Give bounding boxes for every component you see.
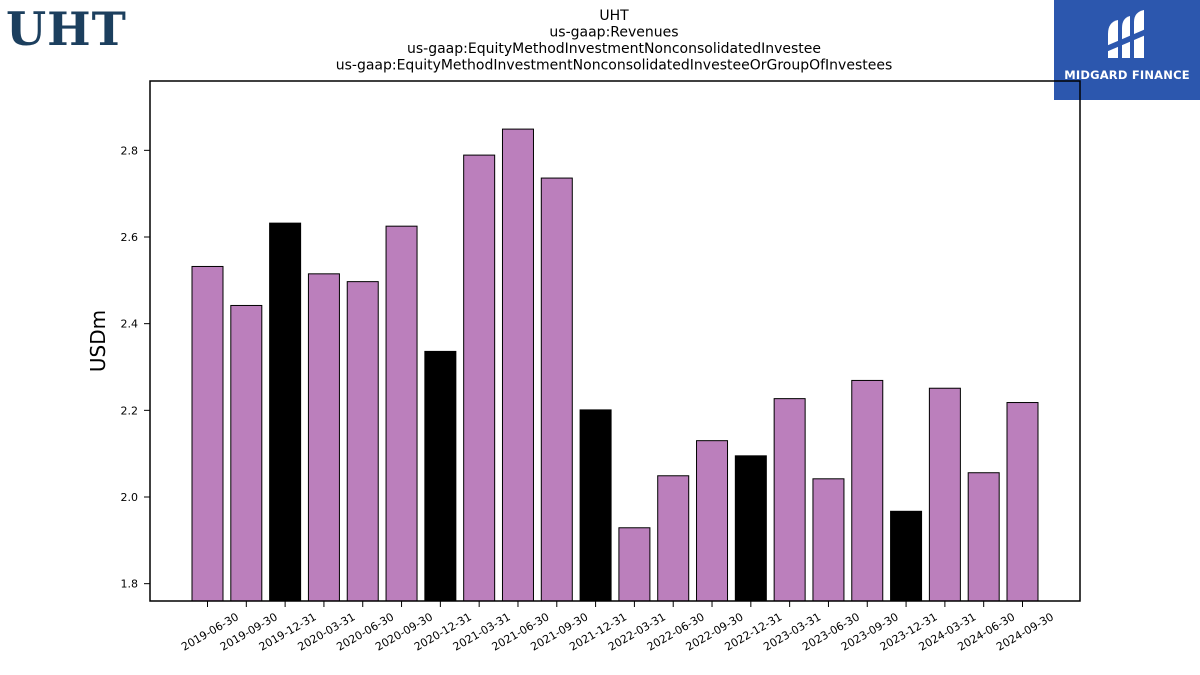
y-tick-label: 1.8: [121, 578, 139, 591]
title-line: us-gaap:EquityMethodInvestmentNonconsoli…: [407, 41, 821, 57]
x-axis-ticks: 2019-06-302019-09-302019-12-312020-03-31…: [179, 601, 1056, 654]
logo-text: MIDGARD FINANCE: [1064, 68, 1190, 82]
bar-2019-09-30: [230, 304, 263, 602]
bar-2023-06-30: [812, 478, 845, 602]
bar-2019-06-30: [191, 265, 224, 602]
plot-frame: [149, 80, 1081, 602]
bar-2019-12-31: [269, 222, 302, 602]
bar-2021-09-30: [540, 177, 573, 602]
title-line: us-gaap:Revenues: [549, 25, 678, 41]
y-tick-label: 2.0: [121, 491, 139, 504]
bar-2022-03-31: [618, 527, 651, 602]
bar-2021-12-31: [579, 409, 612, 602]
y-tick-label: 2.8: [121, 144, 139, 157]
bars: [191, 128, 1039, 602]
bar-2023-09-30: [851, 379, 884, 602]
title-line: UHT: [599, 8, 629, 24]
y-tick-label: 2.2: [121, 404, 139, 417]
bar-2023-03-31: [773, 398, 806, 602]
ticker-label: UHT: [6, 2, 127, 56]
bar-2022-12-31: [734, 455, 767, 602]
bar-2020-03-31: [307, 273, 340, 602]
bar-2020-12-31: [424, 350, 457, 602]
brand-logo: MIDGARD FINANCE: [1054, 0, 1200, 100]
title-line: us-gaap:EquityMethodInvestmentNonconsoli…: [336, 58, 893, 74]
y-tick-label: 2.6: [121, 231, 139, 244]
chart-title: UHTus-gaap:Revenuesus-gaap:EquityMethodI…: [336, 8, 893, 74]
bar-2021-06-30: [501, 128, 534, 602]
bar-2020-09-30: [385, 225, 418, 602]
bar-2022-06-30: [657, 475, 690, 602]
bar-2021-03-31: [463, 154, 496, 602]
bar-2022-09-30: [696, 440, 729, 602]
bar-2024-09-30: [1006, 402, 1039, 602]
bar-2024-03-31: [928, 387, 961, 602]
y-axis-ticks: 1.8 2.0 2.2 2.4 2.6 2.8: [121, 144, 150, 591]
y-tick-label: 2.4: [121, 318, 139, 331]
bar-2024-06-30: [967, 472, 1000, 602]
y-axis-label: USDm: [86, 310, 110, 372]
midgard-logo-icon: [1106, 10, 1148, 58]
bar-2023-12-31: [890, 510, 923, 602]
bar-2020-06-30: [346, 281, 379, 602]
